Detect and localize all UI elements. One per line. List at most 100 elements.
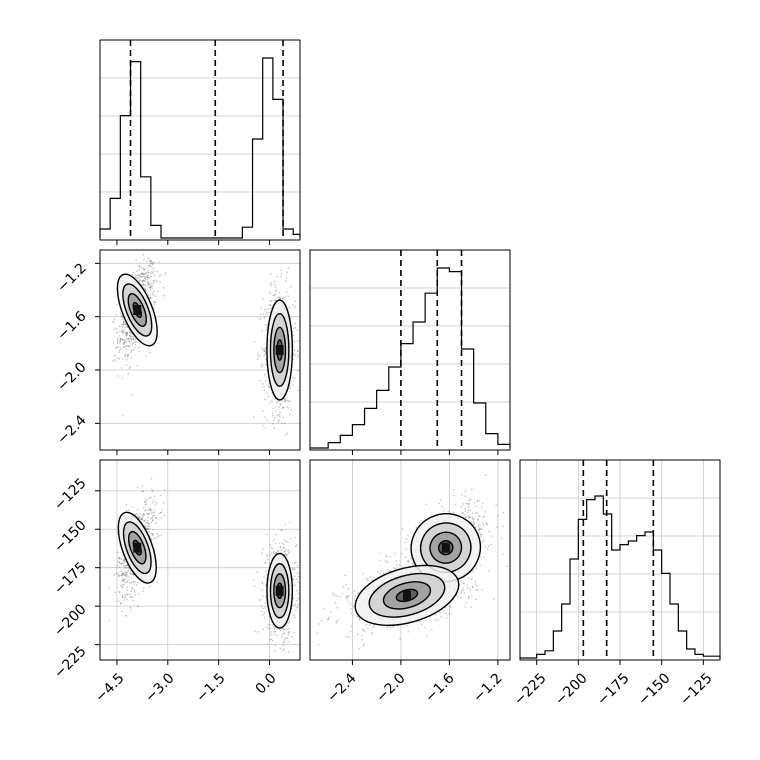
scatter-point: [121, 583, 124, 586]
scatter-point: [125, 337, 128, 340]
scatter-point: [145, 521, 148, 524]
scatter-point: [150, 260, 153, 262]
scatter-point: [132, 506, 135, 508]
scatter-point: [457, 596, 459, 598]
scatter-point: [127, 576, 130, 578]
scatter-point: [281, 633, 284, 635]
scatter-point: [475, 598, 477, 601]
scatter-point: [476, 588, 479, 591]
scatter-point: [459, 580, 462, 582]
scatter-point: [274, 644, 277, 647]
scatter-point: [495, 504, 498, 506]
scatter-point: [466, 587, 469, 589]
scatter-point: [284, 548, 287, 551]
scatter-point: [132, 580, 134, 583]
scatter-point: [146, 503, 148, 506]
scatter-point: [135, 341, 137, 343]
scatter-point: [276, 634, 278, 637]
scatter-point: [126, 586, 128, 589]
scatter-point: [404, 541, 406, 544]
scatter-point: [407, 630, 410, 633]
scatter-point: [281, 297, 284, 299]
scatter-point: [468, 517, 470, 519]
scatter-point: [484, 545, 486, 548]
scatter-point: [121, 573, 124, 575]
scatter-point: [152, 282, 155, 284]
scatter-point: [125, 615, 127, 617]
scatter-point: [150, 285, 152, 287]
scatter-point: [506, 565, 509, 568]
scatter-point: [453, 511, 455, 514]
scatter-point: [121, 586, 124, 588]
scatter-point: [471, 585, 474, 588]
scatter-point: [335, 594, 337, 597]
scatter-point: [117, 557, 120, 559]
scatter-point: [481, 588, 484, 591]
scatter-point: [293, 349, 296, 351]
scatter-point: [294, 545, 297, 548]
scatter-point: [141, 272, 143, 275]
scatter-point: [148, 523, 151, 526]
scatter-point: [483, 524, 485, 526]
scatter-point: [265, 595, 267, 598]
scatter-point: [152, 533, 155, 535]
scatter-point: [470, 594, 473, 597]
scatter-point: [280, 549, 282, 551]
scatter-point: [151, 516, 153, 519]
scatter-point: [131, 587, 133, 590]
scatter-point: [279, 415, 281, 418]
scatter-point: [288, 551, 291, 553]
panel-hist-param1-frame: [99, 39, 301, 241]
scatter-point: [471, 516, 474, 518]
scatter-point: [131, 344, 133, 346]
scatter-point: [283, 648, 285, 650]
scatter-point: [379, 572, 382, 575]
scatter-point: [277, 550, 279, 553]
scatter-point: [120, 575, 123, 577]
scatter-point: [147, 264, 150, 267]
scatter-point: [152, 515, 155, 517]
scatter-point: [147, 525, 149, 527]
scatter-point: [265, 351, 267, 354]
scatter-point: [142, 507, 145, 509]
scatter-point: [155, 295, 157, 298]
scatter-point: [116, 331, 118, 334]
scatter-point: [297, 369, 299, 372]
scatter-point: [286, 637, 289, 639]
scatter-point: [395, 563, 398, 566]
scatter-point: [144, 279, 147, 281]
scatter-point: [115, 566, 118, 568]
scatter-point: [341, 593, 343, 595]
scatter-point: [469, 516, 471, 518]
scatter-point: [478, 528, 481, 530]
scatter-point: [272, 412, 274, 414]
scatter-point: [412, 564, 414, 566]
scatter-point: [261, 552, 264, 554]
scatter-point: [463, 513, 466, 516]
scatter-point: [130, 343, 132, 345]
scatter-point: [292, 304, 294, 307]
panel-hist-param2-frame: [309, 249, 511, 451]
scatter-point: [264, 380, 267, 382]
scatter-point: [139, 279, 141, 281]
scatter-point: [148, 522, 150, 525]
scatter-point: [126, 326, 128, 328]
scatter-point: [292, 334, 295, 337]
scatter-point: [407, 534, 409, 536]
scatter-point: [454, 503, 457, 506]
scatter-point: [129, 334, 131, 337]
scatter-point: [439, 611, 441, 614]
scatter-point: [261, 610, 263, 613]
scatter-point: [379, 559, 382, 562]
scatter-point: [482, 522, 484, 524]
scatter-point: [123, 559, 125, 562]
scatter-point: [132, 600, 134, 602]
scatter-point: [466, 502, 469, 505]
scatter-point: [264, 562, 267, 564]
scatter-point: [138, 350, 141, 353]
scatter-point: [297, 389, 299, 392]
scatter-point: [285, 553, 287, 556]
scatter-point: [147, 274, 149, 276]
scatter-point: [138, 274, 140, 277]
scatter-point: [163, 489, 166, 491]
